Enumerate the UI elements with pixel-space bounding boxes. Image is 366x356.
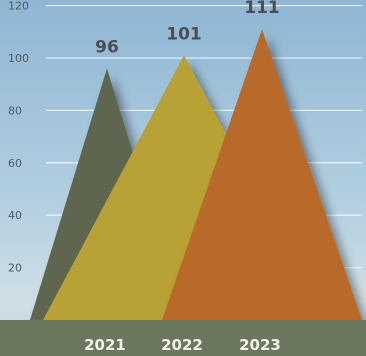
y-tick-40: 40 xyxy=(8,209,22,222)
peak-2023 xyxy=(162,29,362,321)
y-tick-80: 80 xyxy=(8,104,22,117)
data-label-2023: 111 xyxy=(244,0,280,18)
y-tick-120: 120 xyxy=(8,0,29,13)
y-tick-100: 100 xyxy=(8,52,29,65)
data-label-2021: 96 xyxy=(95,37,119,57)
category-label-2023: 2023 xyxy=(239,336,281,354)
data-label-2022: 101 xyxy=(166,24,202,44)
category-label-2021: 2021 xyxy=(84,336,126,354)
base-band xyxy=(0,320,366,356)
y-tick-60: 60 xyxy=(8,157,22,170)
y-tick-20: 20 xyxy=(8,262,22,275)
category-label-2022: 2022 xyxy=(161,336,203,354)
